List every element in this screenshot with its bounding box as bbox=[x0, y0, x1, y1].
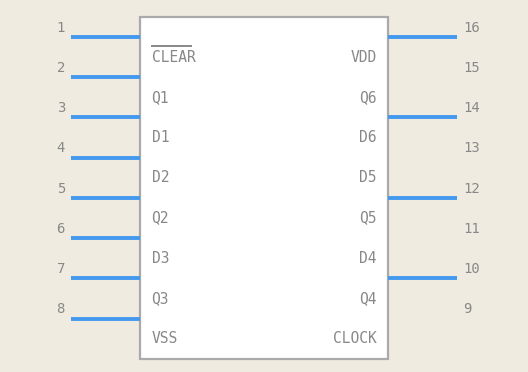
Bar bbox=[140, 17, 388, 359]
Text: Q2: Q2 bbox=[152, 211, 169, 225]
Text: D3: D3 bbox=[152, 251, 169, 266]
Text: 11: 11 bbox=[463, 222, 480, 236]
Text: Q5: Q5 bbox=[359, 211, 376, 225]
Text: 13: 13 bbox=[463, 141, 480, 155]
Text: Q3: Q3 bbox=[152, 291, 169, 306]
Text: Q1: Q1 bbox=[152, 90, 169, 105]
Text: D4: D4 bbox=[359, 251, 376, 266]
Text: 6: 6 bbox=[56, 222, 65, 236]
Text: 15: 15 bbox=[463, 61, 480, 75]
Text: 7: 7 bbox=[56, 262, 65, 276]
Text: 16: 16 bbox=[463, 20, 480, 35]
Text: 9: 9 bbox=[463, 302, 472, 317]
Text: CLEAR: CLEAR bbox=[152, 49, 195, 64]
Text: Q6: Q6 bbox=[359, 90, 376, 105]
Text: 2: 2 bbox=[56, 61, 65, 75]
Text: VDD: VDD bbox=[350, 49, 376, 64]
Text: 3: 3 bbox=[56, 101, 65, 115]
Text: D1: D1 bbox=[152, 130, 169, 145]
Text: 1: 1 bbox=[56, 20, 65, 35]
Text: 4: 4 bbox=[56, 141, 65, 155]
Text: CLOCK: CLOCK bbox=[333, 331, 376, 346]
Text: VSS: VSS bbox=[152, 331, 178, 346]
Text: 10: 10 bbox=[463, 262, 480, 276]
Text: D6: D6 bbox=[359, 130, 376, 145]
Text: 12: 12 bbox=[463, 182, 480, 196]
Text: 8: 8 bbox=[56, 302, 65, 317]
Text: D2: D2 bbox=[152, 170, 169, 185]
Text: Q4: Q4 bbox=[359, 291, 376, 306]
Text: 14: 14 bbox=[463, 101, 480, 115]
Text: D5: D5 bbox=[359, 170, 376, 185]
Text: 5: 5 bbox=[56, 182, 65, 196]
